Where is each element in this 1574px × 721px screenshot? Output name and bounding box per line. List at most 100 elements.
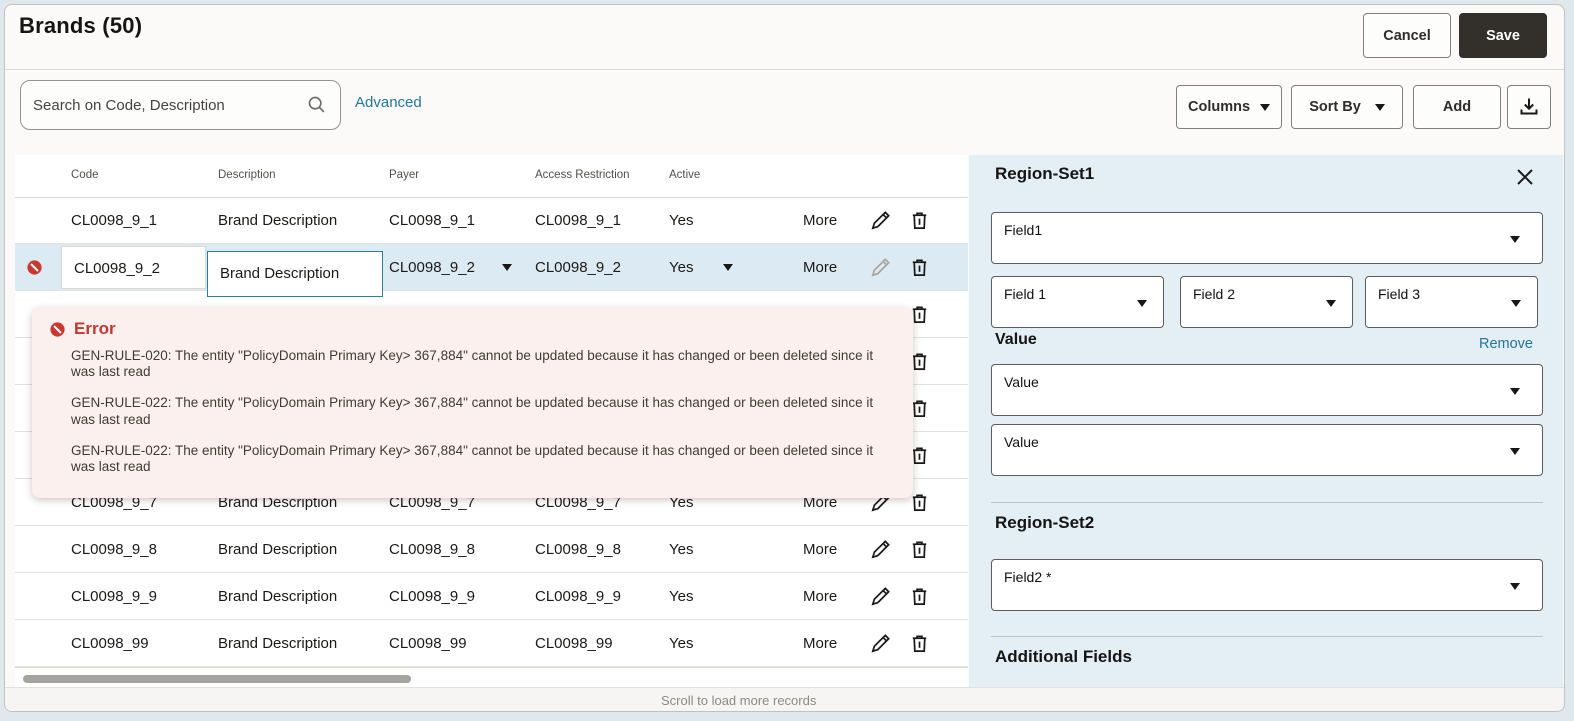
panel-divider xyxy=(991,502,1543,503)
code-input[interactable]: CL0098_9_2 xyxy=(61,246,206,289)
delete-icon[interactable] xyxy=(908,585,931,608)
more-link[interactable]: More xyxy=(803,635,838,652)
col-header-payer: Payer xyxy=(389,169,420,181)
cell-access-restriction: CL0098_9_9 xyxy=(535,588,621,605)
chevron-down-icon xyxy=(1511,300,1521,307)
payer-select[interactable]: CL0098_9_2 xyxy=(389,259,475,276)
error-icon xyxy=(49,321,66,338)
search-box[interactable] xyxy=(20,80,341,130)
error-popup: Error GEN-RULE-020: The entity "PolicyDo… xyxy=(32,308,913,498)
cell-code: CL0098_9_1 xyxy=(71,212,157,229)
sort-by-dropdown[interactable]: Sort By xyxy=(1291,85,1403,129)
chevron-down-icon xyxy=(1374,103,1385,111)
delete-icon[interactable] xyxy=(908,303,931,326)
col-header-active: Active xyxy=(669,169,701,181)
search-input[interactable] xyxy=(33,81,303,129)
horizontal-scrollbar[interactable] xyxy=(23,675,411,683)
field-3-label: Field 3 xyxy=(1378,286,1421,302)
field-1-dropdown[interactable]: Field 1 xyxy=(991,276,1164,328)
cell-active: Yes xyxy=(669,212,694,229)
field-3-dropdown[interactable]: Field 3 xyxy=(1365,276,1538,328)
delete-icon[interactable] xyxy=(908,538,931,561)
field-1-label: Field 1 xyxy=(1004,286,1047,302)
cell-active: Yes xyxy=(669,588,694,605)
cell-active: Yes xyxy=(669,635,694,652)
table-row[interactable]: CL0098_9_1 Brand Description CL0098_9_1 … xyxy=(15,197,968,244)
delete-icon[interactable] xyxy=(908,209,931,232)
cell-code: CL0098_9_8 xyxy=(71,541,157,558)
region-set2-title: Region-Set2 xyxy=(995,513,1095,532)
cell-description: Brand Description xyxy=(218,588,338,605)
more-link[interactable]: More xyxy=(803,494,838,511)
more-link[interactable]: More xyxy=(803,588,838,605)
more-link[interactable]: More xyxy=(803,259,838,276)
chevron-down-icon[interactable] xyxy=(502,264,512,271)
cell-access-restriction: CL0098_99 xyxy=(535,635,613,652)
value-section-title: Value xyxy=(995,331,1037,348)
download-icon xyxy=(1517,95,1541,119)
cell-payer: CL0098_9_7 xyxy=(389,494,475,511)
value-label: Value xyxy=(1004,434,1039,450)
delete-icon[interactable] xyxy=(908,256,931,279)
col-header-description: Description xyxy=(218,169,276,181)
table-row[interactable]: CL0098_9_8 Brand Description CL0098_9_8 … xyxy=(15,526,968,573)
download-button[interactable] xyxy=(1507,85,1551,129)
active-select[interactable]: Yes xyxy=(669,259,694,276)
cell-code: CL0098_9_7 xyxy=(71,494,157,511)
field2-dropdown[interactable]: Field2 * xyxy=(991,559,1543,611)
chevron-down-icon xyxy=(1326,300,1336,307)
cancel-button[interactable]: Cancel xyxy=(1363,13,1451,58)
columns-dropdown[interactable]: Columns xyxy=(1176,85,1282,129)
value-dropdown-1[interactable]: Value xyxy=(991,364,1543,416)
description-input[interactable]: Brand Description xyxy=(207,251,383,297)
edit-icon[interactable] xyxy=(869,209,892,232)
table-row-selected[interactable]: CL0098_9_2 Brand Description CL0098_9_2 … xyxy=(15,244,968,297)
panel-divider xyxy=(991,636,1543,637)
cell-active: Yes xyxy=(669,541,694,558)
main-card: Brands (50) Cancel Save Advanced Columns… xyxy=(4,4,1565,712)
search-icon[interactable] xyxy=(306,94,328,116)
cell-payer: CL0098_9_9 xyxy=(389,588,475,605)
cell-description: Brand Description xyxy=(218,541,338,558)
table-header-divider xyxy=(15,197,968,198)
edit-icon-disabled xyxy=(869,256,892,279)
field1-label: Field1 xyxy=(1004,222,1043,238)
cell-access-restriction: CL0098_9_8 xyxy=(535,541,621,558)
col-header-access-restriction: Access Restriction xyxy=(535,169,630,181)
field1-dropdown[interactable]: Field1 xyxy=(991,212,1543,264)
cell-access-restriction: CL0098_9_2 xyxy=(535,259,621,276)
save-button[interactable]: Save xyxy=(1459,13,1547,58)
table-bottom-divider xyxy=(15,667,968,668)
edit-icon[interactable] xyxy=(869,585,892,608)
error-message: GEN-RULE-022: The entity "PolicyDomain P… xyxy=(71,442,874,474)
chevron-down-icon[interactable] xyxy=(723,264,733,271)
cell-description: Brand Description xyxy=(218,635,338,652)
delete-icon[interactable] xyxy=(908,397,931,420)
table-row[interactable]: CL0098_99 Brand Description CL0098_99 CL… xyxy=(15,620,968,667)
table-footer: Scroll to load more records xyxy=(5,687,1564,711)
delete-icon[interactable] xyxy=(908,444,931,467)
value-dropdown-2[interactable]: Value xyxy=(991,424,1543,476)
remove-link[interactable]: Remove xyxy=(1479,336,1533,352)
table-row[interactable]: CL0098_9_7 Brand Description CL0098_9_7 … xyxy=(15,479,968,526)
cell-description: Brand Description xyxy=(218,212,338,229)
error-message: GEN-RULE-022: The entity "PolicyDomain P… xyxy=(71,395,874,427)
delete-icon[interactable] xyxy=(908,350,931,373)
edit-icon[interactable] xyxy=(869,632,892,655)
edit-icon[interactable] xyxy=(869,538,892,561)
scroll-hint: Scroll to load more records xyxy=(661,693,817,708)
more-link[interactable]: More xyxy=(803,541,838,558)
value-label: Value xyxy=(1004,374,1039,390)
chevron-down-icon xyxy=(1260,103,1271,111)
detail-panel: Region-Set1 Field1 Field 1 Field 2 Field… xyxy=(969,155,1563,687)
cell-code: CL0098_99 xyxy=(71,635,149,652)
advanced-link[interactable]: Advanced xyxy=(355,94,422,111)
table-row[interactable]: CL0098_9_9 Brand Description CL0098_9_9 … xyxy=(15,573,968,620)
add-button[interactable]: Add xyxy=(1413,85,1501,129)
close-icon[interactable] xyxy=(1513,165,1537,189)
field-2-dropdown[interactable]: Field 2 xyxy=(1180,276,1353,328)
more-link[interactable]: More xyxy=(803,212,838,229)
cell-payer: CL0098_99 xyxy=(389,635,467,652)
delete-icon[interactable] xyxy=(908,632,931,655)
delete-icon[interactable] xyxy=(908,491,931,514)
